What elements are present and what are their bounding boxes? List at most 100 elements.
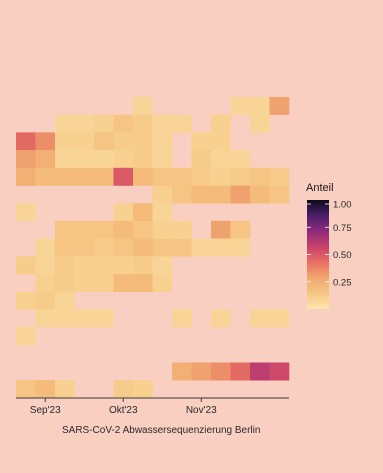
heatmap-cell: [16, 150, 36, 169]
heatmap-cell: [35, 238, 56, 257]
x-axis-ticks: Sep'23 Okt'23 Nov'23: [30, 398, 217, 416]
heatmap-cell: [172, 114, 192, 133]
heatmap-cell: [211, 114, 231, 133]
heatmap-cell: [16, 167, 36, 186]
heatmap-cell: [133, 380, 153, 399]
x-tick-label: Nov'23: [186, 405, 217, 416]
heatmap-cell: [269, 309, 290, 328]
heatmap-cell: [16, 132, 36, 151]
heatmap-cell: [74, 220, 95, 239]
heatmap-cell: [211, 167, 231, 186]
legend-tick-label: 0.75: [333, 223, 352, 234]
heatmap-cell: [94, 132, 114, 151]
heatmap-cell: [35, 132, 56, 151]
heatmap-cell: [55, 380, 75, 399]
heatmap-cell: [152, 167, 173, 186]
heatmap-cell: [55, 309, 75, 328]
heatmap-cell: [133, 97, 153, 115]
heatmap-cell: [152, 256, 173, 275]
heatmap-cell: [35, 256, 56, 275]
heatmap-cell: [113, 167, 134, 186]
heatmap-cell: [55, 220, 75, 239]
heatmap-cell: [152, 132, 173, 151]
x-tick-label: Sep'23: [30, 405, 61, 416]
heatmap-cell: [74, 309, 95, 328]
heatmap-cell: [94, 220, 114, 239]
heatmap-cell: [133, 256, 153, 275]
heatmap-cell: [191, 238, 212, 257]
heatmap-cell: [35, 291, 56, 310]
heatmap-cell: [55, 291, 75, 310]
heatmap-cell: [172, 167, 192, 186]
heatmap-cell: [250, 114, 270, 133]
heatmap-cell: [269, 185, 290, 204]
heatmap-cell: [55, 167, 75, 186]
heatmap-cell: [133, 150, 153, 169]
heatmap-cell: [152, 114, 173, 133]
heatmap-cell: [211, 362, 231, 381]
heatmap-cell: [269, 362, 290, 381]
heatmap-cell: [133, 220, 153, 239]
heatmap-cell: [191, 185, 212, 204]
heatmap-cell: [35, 380, 56, 399]
legend-tick-label: 0.50: [333, 250, 352, 261]
heatmap-cell: [16, 327, 36, 346]
heatmap-cell: [133, 274, 153, 292]
heatmap-cell: [16, 256, 36, 275]
heatmap-cell: [172, 238, 192, 257]
heatmap-cell: [113, 238, 134, 257]
heatmap-cell: [35, 167, 56, 186]
heatmap-cell: [16, 203, 36, 222]
heatmap-cell: [191, 132, 212, 151]
heatmap-cell: [94, 274, 114, 292]
heatmap-cell: [74, 274, 95, 292]
legend-tick-label: 0.25: [333, 277, 352, 288]
heatmap-cell: [230, 362, 251, 381]
heatmap-cell: [269, 97, 290, 115]
heatmap-cell: [230, 185, 251, 204]
heatmap-cell: [74, 114, 95, 133]
heatmap-cell: [250, 97, 270, 115]
legend-ticks: 1.00 0.75 0.50 0.25: [307, 200, 352, 288]
heatmap-cell: [113, 114, 134, 133]
heatmap-cell: [133, 203, 153, 222]
heatmap-cell: [172, 185, 192, 204]
heatmap-cell: [94, 150, 114, 169]
heatmap-cell: [74, 238, 95, 257]
heatmap-cell: [172, 309, 192, 328]
x-tick-label: Okt'23: [109, 405, 138, 416]
heatmap-cell: [94, 167, 114, 186]
heatmap-cell: [250, 167, 270, 186]
heatmap-cell: [211, 238, 231, 257]
heatmap-cell: [55, 274, 75, 292]
heatmap-cell: [35, 274, 56, 292]
heatmap-cell: [16, 291, 36, 310]
heatmap-cell: [133, 132, 153, 151]
heatmap-cell: [152, 274, 173, 292]
heatmap-cell: [113, 150, 134, 169]
heatmap-cells: [16, 97, 290, 399]
heatmap-cell: [211, 309, 231, 328]
legend-title: Anteil: [306, 182, 334, 194]
heatmap-cell: [16, 380, 36, 399]
heatmap-cell: [74, 150, 95, 169]
heatmap-cell: [113, 203, 134, 222]
heatmap-cell: [230, 238, 251, 257]
heatmap-cell: [94, 114, 114, 133]
heatmap-cell: [74, 256, 95, 275]
heatmap-cell: [191, 167, 212, 186]
heatmap-cell: [172, 362, 192, 381]
heatmap-cell: [55, 132, 75, 151]
heatmap-cell: [250, 185, 270, 204]
heatmap-cell: [211, 132, 231, 151]
heatmap-cell: [152, 220, 173, 239]
heatmap-cell: [74, 132, 95, 151]
heatmap-cell: [250, 309, 270, 328]
heatmap-cell: [152, 238, 173, 257]
heatmap-cell: [55, 256, 75, 275]
heatmap-cell: [211, 185, 231, 204]
heatmap-cell: [133, 114, 153, 133]
heatmap-cell: [172, 220, 192, 239]
